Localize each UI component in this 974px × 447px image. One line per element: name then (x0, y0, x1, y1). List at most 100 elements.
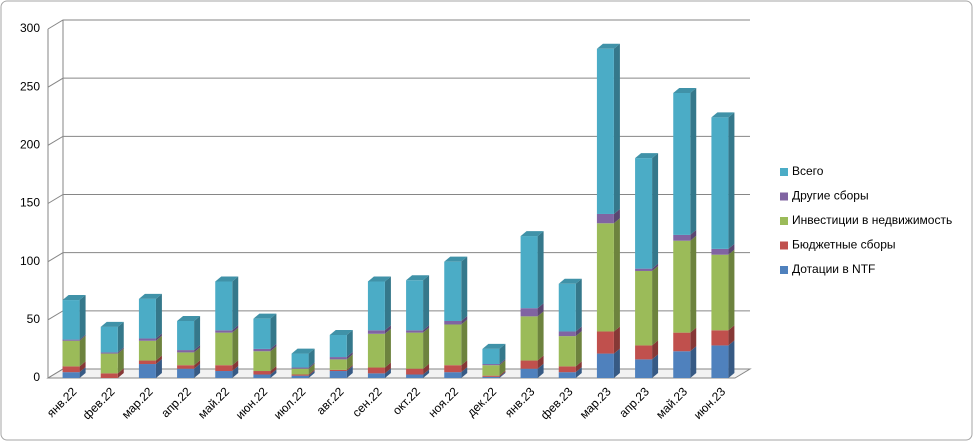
bar-side (575, 331, 582, 367)
bar (138, 364, 156, 378)
y-tick-label: 200 (20, 138, 40, 152)
bar-side (575, 326, 582, 337)
bar-side (728, 112, 735, 249)
bar (291, 367, 309, 369)
bar-side (690, 87, 697, 235)
bar (253, 318, 271, 349)
bar-side (270, 313, 277, 349)
bar-side (117, 347, 124, 354)
bar (635, 345, 653, 360)
bar-side (346, 352, 353, 360)
bar (406, 330, 424, 333)
bar-side (346, 366, 353, 378)
bar-top (100, 321, 124, 327)
legend-label: Дотации в NTF (792, 262, 875, 276)
bar (291, 375, 309, 378)
bar-top (177, 315, 201, 321)
bar-side (194, 347, 201, 366)
bar (635, 270, 653, 346)
bar (367, 373, 385, 378)
bar-side (232, 327, 239, 366)
bar (100, 373, 118, 378)
bar-side (613, 326, 620, 354)
bar (329, 334, 347, 358)
bar-side (728, 340, 735, 378)
bar (673, 92, 691, 235)
bar (177, 352, 195, 366)
bar-top (367, 276, 391, 282)
bar-side (384, 276, 391, 331)
bar (100, 326, 118, 353)
bar-side (232, 276, 239, 331)
y-tick-label: 0 (33, 370, 40, 384)
bar-side (690, 229, 697, 241)
bar (329, 371, 347, 378)
bar-side (613, 43, 620, 214)
bar-side (346, 329, 353, 358)
bar (673, 240, 691, 333)
bar-side (232, 360, 239, 372)
legend-label: Всего (792, 164, 824, 178)
bar-top (253, 313, 277, 319)
bar-side (461, 319, 468, 366)
grid-line (47, 77, 750, 88)
bar (138, 298, 156, 339)
bar (482, 376, 500, 378)
bar (596, 331, 614, 354)
grid-line (47, 19, 750, 30)
bar (711, 117, 729, 249)
bar (100, 353, 118, 374)
bar (596, 223, 614, 332)
bar-side (537, 363, 544, 378)
bar (62, 339, 80, 341)
bar-side (155, 355, 162, 365)
bar (558, 366, 576, 373)
bar-side (155, 333, 162, 341)
bar-side (537, 311, 544, 361)
bar (291, 368, 309, 375)
bar (673, 332, 691, 352)
bar-side (690, 235, 697, 333)
bar-top (291, 348, 315, 354)
bar-side (423, 327, 430, 369)
bar (291, 353, 309, 368)
bar (482, 365, 500, 376)
bar (635, 359, 653, 378)
bar-side (308, 363, 315, 375)
bar-side (384, 328, 391, 368)
legend-swatch (780, 217, 788, 225)
bar (444, 365, 462, 373)
bar-side (308, 370, 315, 378)
bar (482, 348, 500, 365)
bar-side (652, 340, 659, 360)
bar-side (652, 354, 659, 378)
bar (138, 338, 156, 341)
bar-top (673, 87, 697, 93)
bar (520, 360, 538, 369)
bar (558, 331, 576, 337)
bar-top (711, 112, 735, 118)
bar-side (79, 367, 86, 378)
bar-side (499, 343, 506, 365)
bar (62, 372, 80, 378)
bar-top (520, 231, 544, 237)
bar-side (384, 368, 391, 378)
bar (291, 374, 309, 376)
bar-side (461, 360, 468, 373)
bar-top (138, 293, 162, 299)
bar (177, 320, 195, 351)
bar (444, 261, 462, 321)
bar (520, 236, 538, 309)
bar (138, 340, 156, 361)
bar (711, 345, 729, 378)
bar-side (728, 243, 735, 255)
bar (711, 330, 729, 346)
bar (406, 368, 424, 375)
bar (367, 281, 385, 331)
bar-side (690, 346, 697, 378)
y-tick-label: 100 (20, 254, 40, 268)
bar-side (575, 278, 582, 332)
bar-side (423, 363, 430, 375)
y-tick-label: 150 (20, 196, 40, 210)
